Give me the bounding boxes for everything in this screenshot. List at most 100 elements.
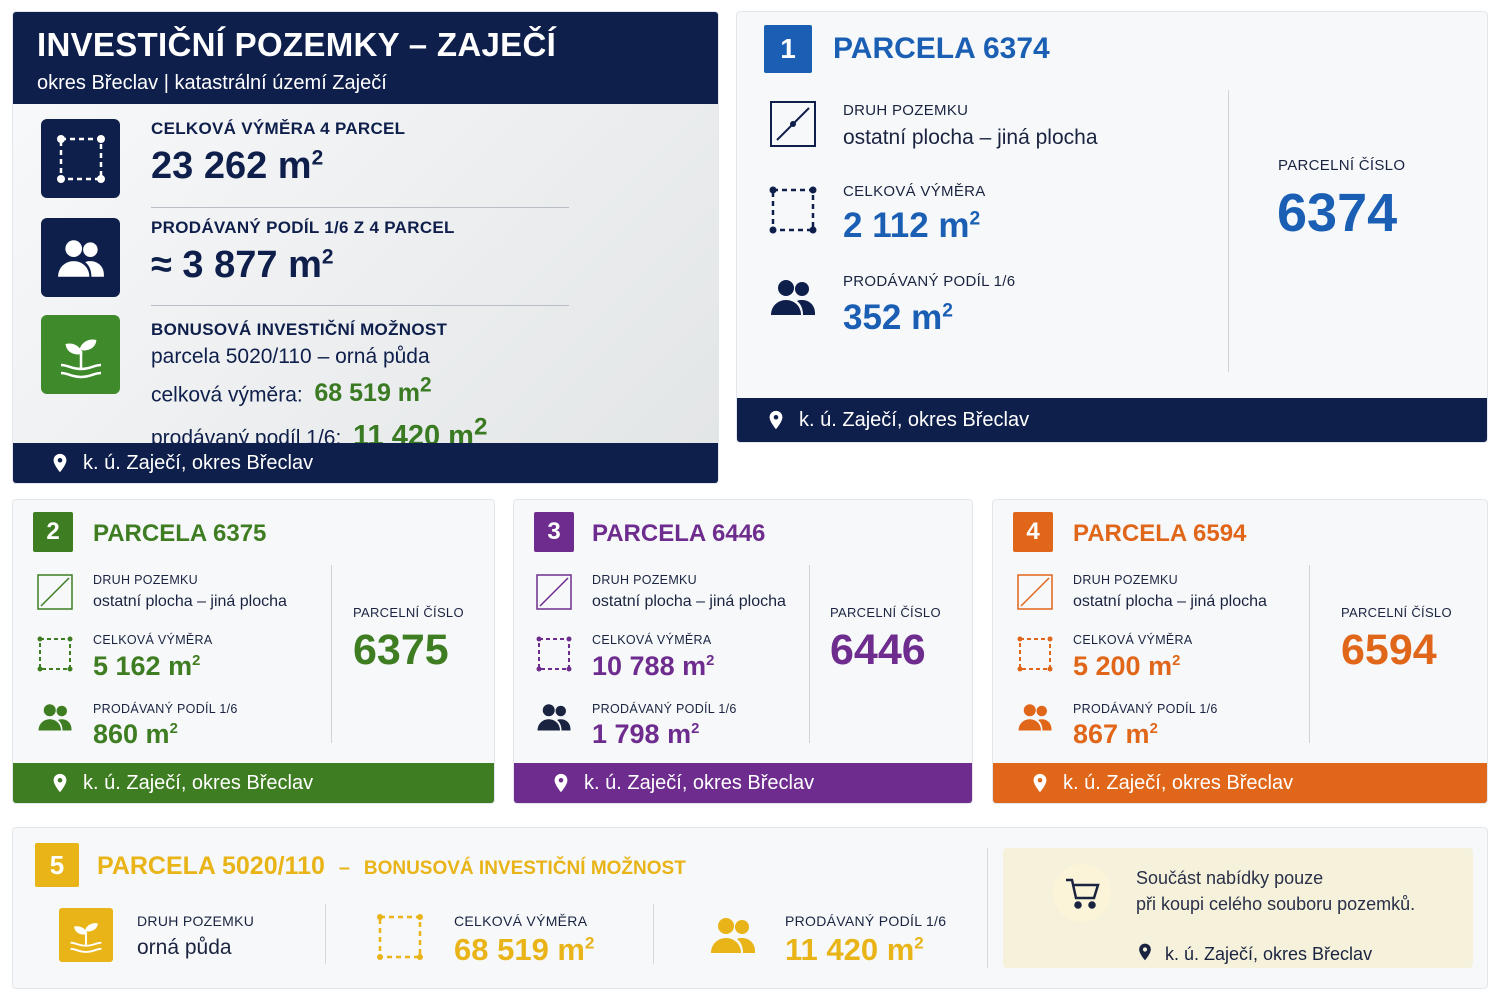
type-value: ostatní plocha – jiná plocha — [1073, 593, 1267, 610]
area-corners-icon — [769, 186, 817, 239]
location-pin-icon — [1135, 942, 1155, 967]
bonus-parcel: parcela 5020/110 – orná půda — [151, 345, 430, 368]
people-icon — [1017, 702, 1053, 737]
divider — [987, 848, 988, 968]
bonus-row: BONUSOVÁ INVESTIČNÍ MOŽNOST parcela 5020… — [41, 315, 487, 453]
cart-icon — [1053, 864, 1111, 922]
parcel-line-icon — [37, 574, 73, 615]
parcel-number-badge: 2 — [33, 512, 73, 552]
divider — [1309, 565, 1310, 743]
sprout-icon — [41, 315, 120, 394]
people-icon — [37, 702, 73, 737]
location-pin-icon — [1029, 772, 1051, 794]
share-label: PRODÁVANÝ PODÍL 1/6 — [843, 273, 1016, 290]
area-label: CELKOVÁ VÝMĚRA — [454, 913, 588, 929]
total-area-row: CELKOVÁ VÝMĚRA 4 PARCEL 23 262 m2 — [41, 119, 405, 198]
area-label: CELKOVÁ VÝMĚRA — [1073, 633, 1193, 647]
area-value: 2 112 m2 — [843, 206, 981, 245]
parcel-number-value: 6375 — [353, 626, 449, 674]
area-label: CELKOVÁ VÝMĚRA — [592, 633, 712, 647]
location-bar: k. ú. Zaječí, okres Břeclav — [13, 443, 718, 483]
area-corners-icon — [536, 636, 572, 677]
share-row: PRODÁVANÝ PODÍL 1/6 Z 4 PARCEL ≈ 3 877 m… — [41, 218, 455, 297]
share-label: PRODÁVANÝ PODÍL 1/6 — [93, 702, 238, 716]
bonus-area: celková výměra: 68 519 m2 — [151, 374, 432, 408]
share-value: ≈ 3 877 m2 — [151, 244, 334, 286]
type-value: ostatní plocha – jiná plocha — [592, 593, 786, 610]
location-text: k. ú. Zaječí, okres Břeclav — [1165, 944, 1373, 964]
people-icon — [709, 914, 757, 961]
area-label: CELKOVÁ VÝMĚRA — [843, 183, 986, 200]
location-text: k. ú. Zaječí, okres Břeclav — [799, 408, 1030, 431]
parcel-title: PARCELA 6446 — [592, 520, 766, 547]
location-pin-icon — [49, 772, 71, 794]
page-title: INVESTIČNÍ POZEMKY – ZAJEČÍ — [37, 26, 557, 63]
divider — [151, 207, 569, 208]
parcel-title: PARCELA 6374 — [833, 32, 1050, 65]
note-line-2: při koupi celého souboru pozemků. — [1136, 894, 1416, 914]
parcel-line-icon — [536, 574, 572, 615]
location-pin-icon — [550, 772, 572, 794]
share-label: PRODÁVANÝ PODÍL 1/6 — [592, 702, 737, 716]
share-label: PRODÁVANÝ PODÍL 1/6 — [1073, 702, 1218, 716]
type-value: orná půda — [137, 936, 232, 959]
parcel-number-value: 6374 — [1277, 183, 1398, 243]
divider — [809, 565, 810, 743]
parcel-title: PARCELA 6375 — [93, 520, 267, 547]
parcel-number-label: PARCELNÍ ČÍSLO — [1341, 605, 1452, 620]
type-value: ostatní plocha – jiná plocha — [93, 593, 287, 610]
parcel-number-label: PARCELNÍ ČÍSLO — [830, 605, 941, 620]
share-value: 860 m2 — [93, 719, 178, 749]
area-corners-icon — [37, 636, 73, 677]
divider — [653, 904, 654, 964]
parcel-number-badge: 4 — [1013, 512, 1053, 552]
bonus-parcel-card: 5 PARCELA 5020/110 – BONUSOVÁ INVESTIČNÍ… — [12, 827, 1488, 989]
type-label: DRUH POZEMKU — [843, 102, 969, 119]
parcel-line-icon — [1017, 574, 1053, 615]
divider — [151, 305, 569, 306]
share-label: PRODÁVANÝ PODÍL 1/6 — [785, 913, 947, 929]
type-label: DRUH POZEMKU — [93, 573, 198, 587]
sprout-icon — [59, 908, 113, 962]
parcel-number-label: PARCELNÍ ČÍSLO — [353, 605, 464, 620]
location-bar: k. ú. Zaječí, okres Břeclav — [737, 398, 1487, 442]
location-pin-icon — [49, 452, 71, 474]
people-icon — [769, 276, 817, 323]
type-value: ostatní plocha – jiná plocha — [843, 126, 1098, 149]
divider — [325, 904, 326, 964]
note-line-1: Součást nabídky pouze — [1136, 868, 1324, 888]
share-label: PRODÁVANÝ PODÍL 1/6 Z 4 PARCEL — [151, 218, 455, 237]
parcel-number-label: PARCELNÍ ČÍSLO — [1278, 157, 1406, 174]
location-text: k. ú. Zaječí, okres Břeclav — [83, 771, 314, 794]
people-icon — [41, 218, 120, 297]
area-value: 10 788 m2 — [592, 651, 715, 681]
divider — [331, 565, 332, 743]
summary-card: INVESTIČNÍ POZEMKY – ZAJEČÍ okres Břecla… — [12, 11, 719, 484]
location-pin-icon — [765, 409, 787, 431]
summary-header: INVESTIČNÍ POZEMKY – ZAJEČÍ okres Břecla… — [13, 12, 718, 104]
parcel-card-6375: 2 PARCELA 6375 DRUH POZEMKU ostatní ploc… — [12, 499, 495, 804]
parcel-card-6594: 4 PARCELA 6594 DRUH POZEMKU ostatní ploc… — [992, 499, 1488, 804]
people-icon — [536, 702, 572, 737]
bonus-label: BONUSOVÁ INVESTIČNÍ MOŽNOST — [151, 320, 448, 339]
page-subtitle: okres Břeclav | katastrální území Zaječí — [37, 72, 387, 94]
parcel-title: PARCELA 6594 — [1073, 520, 1247, 547]
share-value: 11 420 m2 — [785, 932, 924, 967]
share-value: 1 798 m2 — [592, 719, 700, 749]
parcel-card-6374: 1 PARCELA 6374 DRUH POZEMKU ostatní ploc… — [736, 11, 1488, 443]
parcel-number-value: 6446 — [830, 626, 926, 674]
total-area-value: 23 262 m2 — [151, 145, 324, 187]
area-corners-icon — [41, 119, 120, 198]
location-text: k. ú. Zaječí, okres Břeclav — [584, 771, 815, 794]
share-value: 867 m2 — [1073, 719, 1158, 749]
parcel-number-badge: 5 — [35, 843, 79, 887]
parcel-number-badge: 3 — [534, 512, 574, 552]
parcel-line-icon — [769, 100, 817, 153]
parcel-number-value: 6594 — [1341, 626, 1437, 674]
type-label: DRUH POZEMKU — [592, 573, 697, 587]
location-text: k. ú. Zaječí, okres Břeclav — [1063, 771, 1294, 794]
parcel-title: PARCELA 5020/110 – BONUSOVÁ INVESTIČNÍ M… — [97, 852, 686, 880]
location-text: k. ú. Zaječí, okres Břeclav — [83, 451, 314, 474]
parcel-card-6446: 3 PARCELA 6446 DRUH POZEMKU ostatní ploc… — [513, 499, 973, 804]
type-label: DRUH POZEMKU — [1073, 573, 1178, 587]
